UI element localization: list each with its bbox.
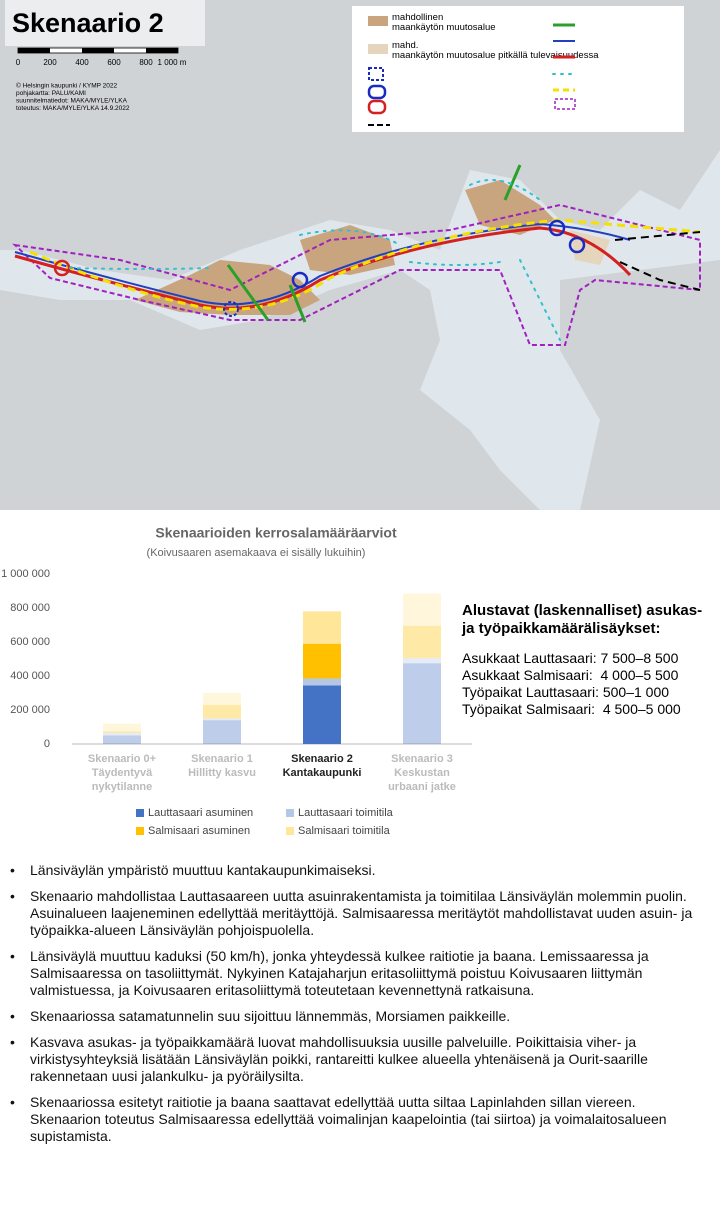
bar-segment [403, 663, 441, 744]
legend-label: mahdollinen maankäytön muutosalue [392, 12, 496, 33]
x-tick-label: Skenaario 2 Kantakaupunki [282, 753, 362, 779]
junction [291, 271, 309, 289]
shore-route [69, 179, 561, 341]
underpass [223, 301, 239, 317]
legend-swatch [286, 809, 294, 817]
y-tick-label: 0 [44, 738, 50, 750]
bullet: Skenaario mahdollistaa Lauttasaareen uut… [10, 888, 710, 939]
scale-label: 800 [139, 58, 153, 67]
bar-segment [403, 625, 441, 659]
map-title: Skenaario 2 [12, 8, 164, 38]
baana [29, 218, 701, 311]
port-tunnel [614, 231, 701, 291]
bar-segment [303, 611, 341, 644]
bullet: Länsiväylän ympäristö muuttuu kantakaupu… [10, 862, 710, 879]
chart-subtitle: (Koivusaaren asemakaava ei sisälly lukui… [147, 547, 366, 559]
bullet-list: Länsiväylän ympäristö muuttuu kantakaupu… [0, 862, 710, 1154]
credit: toteutus: MAKA/MYLE/YLKA 14.9.2022 [16, 105, 130, 112]
x-tick-label: Skenaario 1 Hillitty kasvu [188, 753, 256, 779]
credit: pohjakartta: PALU/KAMI [16, 90, 86, 97]
bar-segment [203, 720, 241, 744]
legend-symbol [554, 98, 576, 110]
bar-segment [303, 685, 341, 744]
scale-label: 400 [75, 58, 89, 67]
legend-symbol [368, 44, 388, 54]
bullet: Skenaariossa satamatunnelin suu sijoittu… [10, 1008, 710, 1025]
legend-symbol [367, 99, 387, 115]
legend-symbol [368, 16, 388, 26]
credit: © Helsingin kaupunki / KYMP 2022 [16, 82, 118, 90]
legend-line: maankäytön muutosalue pitkällä tulevaisu… [392, 50, 599, 61]
bar-segment [103, 723, 141, 732]
chart-title: Skenaarioiden kerrosalamääräarviot [155, 525, 397, 541]
map-legend-box [352, 6, 684, 132]
scale-bar: 0 200 400 600 800 1 000 m [16, 47, 187, 67]
sidebar: Alustavat (laskennalliset) asukas- ja ty… [462, 602, 718, 718]
bar-segment [203, 718, 241, 721]
scale-label: 1 000 m [158, 58, 187, 67]
bar-segment [103, 731, 141, 733]
map-land [560, 260, 720, 510]
bullet: Skenaariossa esitetyt raitiotie ja baana… [10, 1094, 710, 1145]
legend-swatch [136, 827, 144, 835]
scale-label: 200 [43, 58, 57, 67]
sidebar-heading: Alustavat (laskennalliset) asukas- ja ty… [462, 602, 703, 637]
scale-label: 600 [107, 58, 121, 67]
study-area [12, 203, 701, 346]
legend-label: Lauttasaari toimitila [298, 807, 394, 819]
green-link [226, 164, 522, 323]
bar-segment [403, 593, 441, 626]
legend-label: mahd. maankäytön muutosalue pitkällä tule… [392, 40, 599, 61]
scale-seg [146, 48, 178, 53]
legend-line: mahdollinen [392, 12, 443, 23]
y-tick-label: 1 000 000 [1, 568, 50, 580]
legend-label: Salmisaari toimitila [298, 825, 391, 837]
junction [548, 219, 566, 237]
scale-label: 0 [16, 58, 21, 67]
x-tick-label: Skenaario 0+ Täydentyvä nykytilanne [87, 753, 157, 793]
legend-label: Lauttasaari asuminen [148, 807, 253, 819]
bullet: Kasvava asukas- ja työpaikkamäärä luovat… [10, 1034, 710, 1085]
junction [568, 236, 586, 254]
legend-label: Salmisaari asuminen [148, 825, 250, 837]
bar-segment [303, 678, 341, 686]
map-land [0, 270, 540, 510]
legend-line: mahd. [392, 40, 418, 51]
y-tick-label: 400 000 [10, 670, 50, 682]
legend-line: maankäytön muutosalue [392, 22, 496, 33]
scale-seg [18, 48, 50, 53]
bar-segment [403, 658, 441, 664]
bar-segment [103, 735, 141, 744]
sidebar-line: Asukkaat Salmisaari: 4 000–5 500 [462, 667, 679, 683]
y-tick-label: 800 000 [10, 602, 50, 614]
legend-swatch [136, 809, 144, 817]
title-bg [5, 0, 205, 46]
legend-swatch [286, 827, 294, 835]
figure: Skenaario 2 0 200 400 600 800 1 000 m mahdoll… [0, 0, 720, 837]
sidebar-line: Työpaikat Lauttasaari: 500–1 000 [462, 684, 670, 700]
bar-segment [103, 732, 141, 736]
bar-segment [203, 693, 241, 705]
x-tick-label: Skenaario 3 Keskustan urbaani jatke [388, 753, 456, 793]
legend-symbol [368, 67, 384, 81]
sidebar-line: Työpaikat Salmisaari: 4 500–5 000 [462, 701, 681, 717]
legend-symbol [367, 84, 387, 100]
credit: suunnitelmatiedot: MAKA/MYLE/YLKA [16, 98, 128, 105]
scale-seg [82, 48, 114, 53]
y-tick-label: 200 000 [10, 704, 50, 716]
main-street [14, 226, 632, 310]
bar-segment [203, 704, 241, 719]
bar-segment [303, 643, 341, 679]
y-tick-label: 600 000 [10, 636, 50, 648]
sidebar-line: Asukkaat Lauttasaari: 7 500–8 500 [462, 650, 679, 666]
bullet: Länsiväylä muuttuu kaduksi (50 km/h), jo… [10, 948, 710, 999]
